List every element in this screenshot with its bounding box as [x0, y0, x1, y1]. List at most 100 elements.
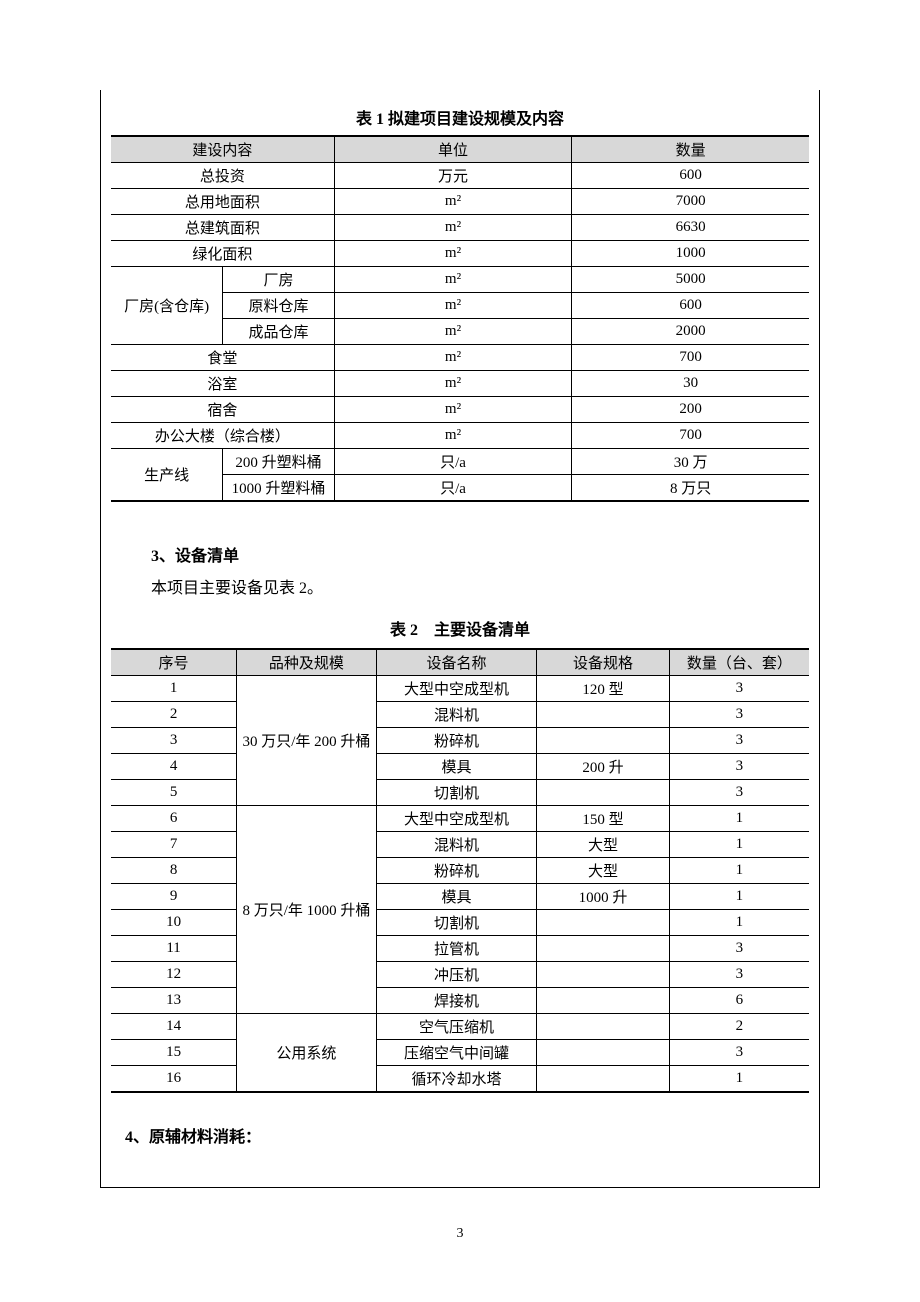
table-row: 11 拉管机 3	[111, 935, 809, 961]
cell-spec: 大型	[537, 857, 670, 883]
cell-spec	[537, 909, 670, 935]
cell-sub: 原料仓库	[223, 293, 335, 319]
cell-spec	[537, 1065, 670, 1092]
table-row: 9 模具 1000 升 1	[111, 883, 809, 909]
cell-content: 办公大楼（综合楼）	[111, 423, 334, 449]
cell-qty: 1	[669, 883, 809, 909]
cell-qty: 3	[669, 727, 809, 753]
content-frame: 表 1 拟建项目建设规模及内容 建设内容 单位 数量 总投资 万元 600 总用…	[100, 90, 820, 1188]
cell-scale: 30 万只/年 200 升桶	[237, 675, 377, 805]
cell-factory-label: 厂房(含仓库)	[111, 267, 223, 345]
cell-spec	[537, 1039, 670, 1065]
cell-spec	[537, 987, 670, 1013]
cell-name: 切割机	[376, 909, 537, 935]
table-row: 2 混料机 3	[111, 701, 809, 727]
table-row: 1 30 万只/年 200 升桶 大型中空成型机 120 型 3	[111, 675, 809, 701]
table2-header-row: 序号 品种及规模 设备名称 设备规格 数量（台、套）	[111, 649, 809, 676]
cell-name: 冲压机	[376, 961, 537, 987]
cell-sub: 成品仓库	[223, 319, 335, 345]
cell-qty: 3	[669, 935, 809, 961]
cell-qty: 5000	[572, 267, 809, 293]
cell-spec	[537, 961, 670, 987]
cell-spec	[537, 1013, 670, 1039]
cell-seq: 14	[111, 1013, 237, 1039]
cell-seq: 1	[111, 675, 237, 701]
cell-seq: 4	[111, 753, 237, 779]
table-row: 7 混料机 大型 1	[111, 831, 809, 857]
cell-qty: 2	[669, 1013, 809, 1039]
cell-seq: 12	[111, 961, 237, 987]
cell-seq: 7	[111, 831, 237, 857]
cell-name: 拉管机	[376, 935, 537, 961]
cell-spec	[537, 701, 670, 727]
cell-unit: m²	[334, 267, 571, 293]
cell-spec: 大型	[537, 831, 670, 857]
table-row: 5 切割机 3	[111, 779, 809, 805]
cell-qty: 1	[669, 805, 809, 831]
cell-unit: m²	[334, 345, 571, 371]
cell-seq: 9	[111, 883, 237, 909]
cell-unit: m²	[334, 319, 571, 345]
cell-name: 混料机	[376, 831, 537, 857]
cell-sub: 厂房	[223, 267, 335, 293]
cell-sub: 1000 升塑料桶	[223, 475, 335, 502]
cell-qty: 700	[572, 423, 809, 449]
cell-name: 大型中空成型机	[376, 675, 537, 701]
table-row: 宿舍 m² 200	[111, 397, 809, 423]
cell-seq: 3	[111, 727, 237, 753]
table-row: 16 循环冷却水塔 1	[111, 1065, 809, 1092]
page-number: 3	[457, 1226, 464, 1242]
table-row: 食堂 m² 700	[111, 345, 809, 371]
cell-scale: 8 万只/年 1000 升桶	[237, 805, 377, 1013]
cell-spec	[537, 779, 670, 805]
table2-header-scale: 品种及规模	[237, 649, 377, 676]
cell-seq: 8	[111, 857, 237, 883]
cell-name: 混料机	[376, 701, 537, 727]
cell-qty: 1	[669, 831, 809, 857]
table-row: 总投资 万元 600	[111, 163, 809, 189]
cell-unit: m²	[334, 371, 571, 397]
cell-unit: 只/a	[334, 475, 571, 502]
cell-qty: 200	[572, 397, 809, 423]
table-row: 厂房(含仓库) 厂房 m² 5000	[111, 267, 809, 293]
cell-name: 压缩空气中间罐	[376, 1039, 537, 1065]
cell-name: 模具	[376, 883, 537, 909]
cell-unit: m²	[334, 397, 571, 423]
cell-qty: 6630	[572, 215, 809, 241]
cell-unit: m²	[334, 293, 571, 319]
table-row: 总建筑面积 m² 6630	[111, 215, 809, 241]
cell-seq: 10	[111, 909, 237, 935]
cell-qty: 600	[572, 293, 809, 319]
table1-header-content: 建设内容	[111, 136, 334, 163]
table2-header-name: 设备名称	[376, 649, 537, 676]
table2-header-seq: 序号	[111, 649, 237, 676]
cell-unit: m²	[334, 241, 571, 267]
table1: 建设内容 单位 数量 总投资 万元 600 总用地面积 m² 7000 总建筑面…	[111, 135, 809, 502]
cell-qty: 8 万只	[572, 475, 809, 502]
table1-header-unit: 单位	[334, 136, 571, 163]
table1-title: 表 1 拟建项目建设规模及内容	[111, 105, 809, 135]
table2-title: 表 2 主要设备清单	[111, 616, 809, 640]
section3-heading: 3、设备清单	[151, 542, 809, 566]
table-row: 8 粉碎机 大型 1	[111, 857, 809, 883]
cell-unit: 只/a	[334, 449, 571, 475]
cell-qty: 600	[572, 163, 809, 189]
cell-spec: 150 型	[537, 805, 670, 831]
table1-header-qty: 数量	[572, 136, 809, 163]
cell-seq: 5	[111, 779, 237, 805]
cell-qty: 3	[669, 961, 809, 987]
cell-qty: 2000	[572, 319, 809, 345]
cell-qty: 3	[669, 701, 809, 727]
cell-name: 粉碎机	[376, 727, 537, 753]
cell-content: 总投资	[111, 163, 334, 189]
cell-unit: 万元	[334, 163, 571, 189]
cell-prodline-label: 生产线	[111, 449, 223, 502]
cell-sub: 200 升塑料桶	[223, 449, 335, 475]
table-row: 生产线 200 升塑料桶 只/a 30 万	[111, 449, 809, 475]
cell-content: 总建筑面积	[111, 215, 334, 241]
table-row: 14 公用系统 空气压缩机 2	[111, 1013, 809, 1039]
cell-spec: 200 升	[537, 753, 670, 779]
table-row: 浴室 m² 30	[111, 371, 809, 397]
cell-qty: 700	[572, 345, 809, 371]
table-row: 15 压缩空气中间罐 3	[111, 1039, 809, 1065]
